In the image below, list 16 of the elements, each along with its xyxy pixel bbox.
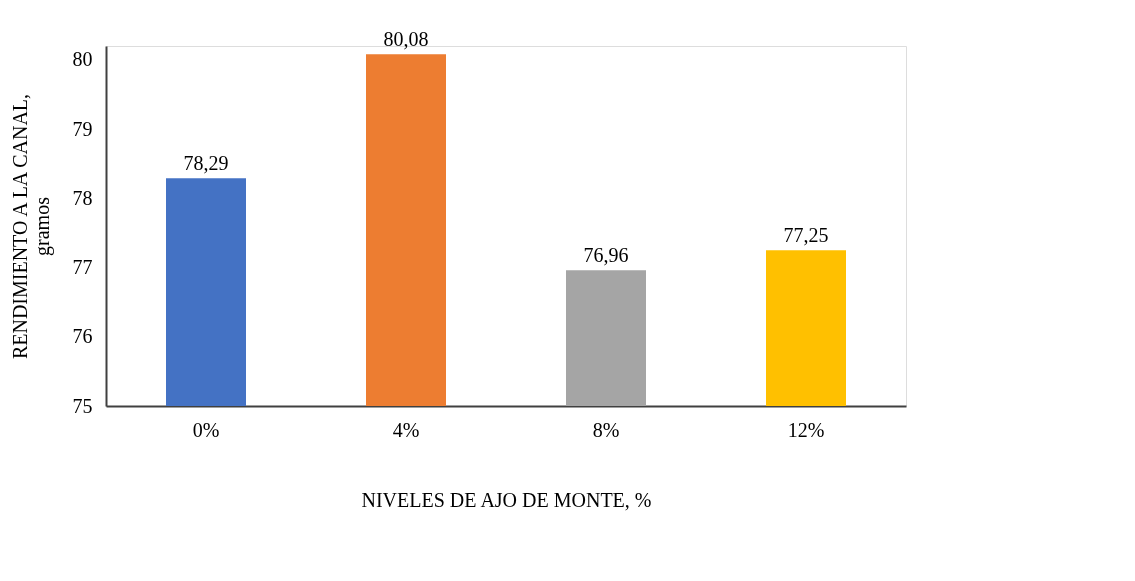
y-tick-label: 80 — [72, 48, 93, 71]
data-label: 77,25 — [783, 224, 829, 247]
y-tick-label: 76 — [72, 325, 93, 348]
y-axis-title: RENDIMIENTO A LA CANAL, gramos — [8, 93, 54, 360]
x-tick-label: 8% — [592, 418, 620, 441]
x-tick-label: 12% — [787, 418, 825, 441]
y-tick-label: 78 — [72, 186, 93, 209]
data-label: 76,96 — [583, 244, 629, 267]
x-tick-label: 0% — [192, 418, 220, 441]
y-tick-label: 77 — [72, 256, 93, 279]
y-tick-label: 75 — [72, 394, 93, 417]
x-axis-title: NIVELES DE AJO DE MONTE, % — [361, 488, 652, 511]
data-label: 78,29 — [183, 152, 229, 175]
x-tick-label: 4% — [392, 418, 420, 441]
y-tick-label: 79 — [72, 117, 93, 140]
data-label: 80,08 — [383, 28, 429, 51]
